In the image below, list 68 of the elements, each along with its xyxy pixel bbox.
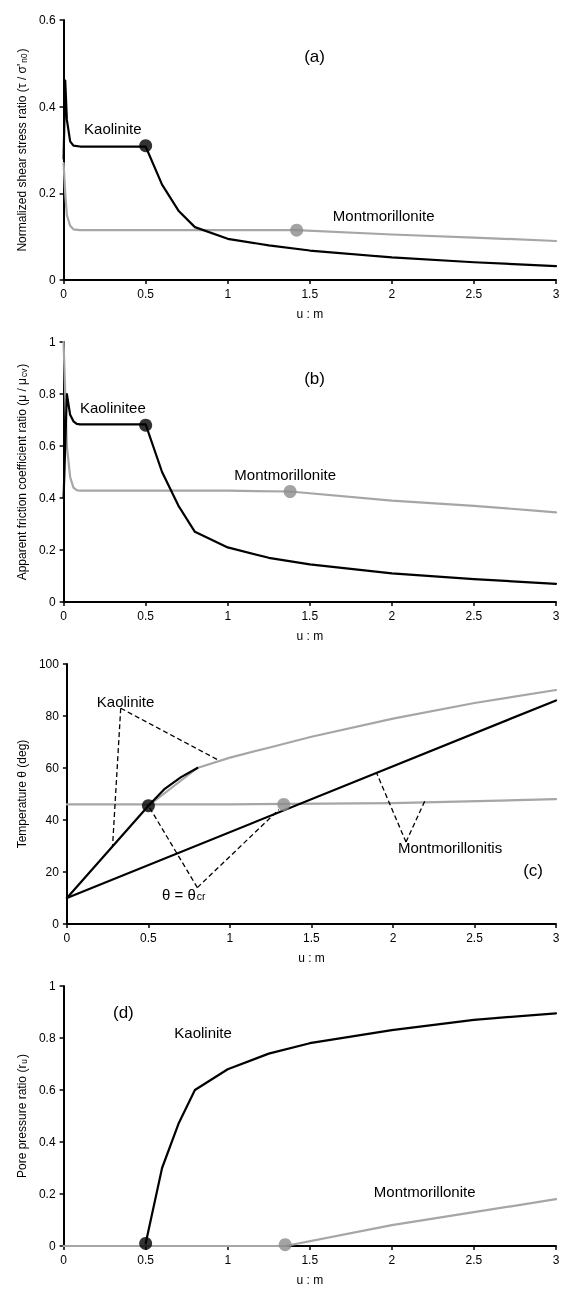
annotation: Montmorillonitis xyxy=(397,838,503,856)
x-tick-label: 2 xyxy=(388,609,396,623)
annotation: θ = θcr xyxy=(162,885,207,903)
x-tick-label: 2 xyxy=(388,1253,396,1267)
x-tick-label: 2.5 xyxy=(465,609,483,623)
y-tick-label: 1 xyxy=(48,979,56,993)
x-tick-label: 3 xyxy=(552,931,560,945)
y-tick-label: 0.6 xyxy=(38,1083,56,1097)
x-tick-label: 3 xyxy=(552,1253,560,1267)
y-axis-title: Normalized shear stress ratio (τ / σ'n0) xyxy=(15,48,29,252)
x-tick-label: 1.5 xyxy=(301,287,319,301)
annotation: Montmorillonite xyxy=(332,206,435,224)
y-tick-label: 0.2 xyxy=(38,1187,56,1201)
y-axis-title: Pore pressure ratio (ru) xyxy=(15,1053,29,1179)
x-tick-label: 2 xyxy=(389,931,397,945)
y-axis-title: Apparent friction coefficient ratio (μ / μcv) xyxy=(15,363,29,581)
x-tick-label: 1 xyxy=(224,287,232,301)
text: (c) xyxy=(523,861,544,880)
annotation: Kaolinite xyxy=(174,1024,232,1042)
x-axis-title: u : m xyxy=(296,629,324,643)
y-tick-label: 100 xyxy=(38,657,60,671)
y-tick-label: 80 xyxy=(45,709,60,723)
x-tick-label: 3 xyxy=(552,287,560,301)
y-axis-title: Temperature θ (deg) xyxy=(15,739,29,849)
annotation: Montmorillonite xyxy=(373,1182,476,1200)
y-tick-label: 40 xyxy=(45,813,60,827)
x-tick-label: 0.5 xyxy=(140,931,158,945)
y-tick-label: 0.4 xyxy=(38,491,56,505)
x-tick-label: 1 xyxy=(224,609,232,623)
x-axis-title: u : m xyxy=(296,1273,324,1287)
y-tick-label: 0 xyxy=(48,273,56,287)
x-tick-label: 1 xyxy=(226,931,234,945)
y-tick-label: 0.6 xyxy=(38,13,56,27)
x-tick-label: 1 xyxy=(224,1253,232,1267)
y-tick-label: 0.2 xyxy=(38,543,56,557)
x-tick-label: 0 xyxy=(63,931,71,945)
y-tick-label: 0 xyxy=(52,917,60,931)
x-tick-label: 0.5 xyxy=(137,287,155,301)
y-tick-label: 0 xyxy=(48,595,56,609)
x-tick-label: 0.5 xyxy=(137,1253,155,1267)
y-tick-label: 0.4 xyxy=(38,1135,56,1149)
y-tick-label: 1 xyxy=(48,335,56,349)
y-tick-label: 0.4 xyxy=(38,99,56,114)
y-tick-label: 0.6 xyxy=(38,439,56,453)
y-tick-label: 20 xyxy=(45,865,60,879)
x-tick-label: 2.5 xyxy=(465,1253,483,1267)
x-tick-label: 1.5 xyxy=(301,609,319,623)
text: (b) xyxy=(304,369,325,388)
y-tick-label: 0.8 xyxy=(38,387,56,401)
x-tick-label: 2.5 xyxy=(465,287,483,301)
annotation: Kaolinite xyxy=(96,693,155,711)
y-tick-label: 0 xyxy=(48,1239,56,1253)
x-tick-label: 0.5 xyxy=(137,609,155,623)
annotation: Kaolinite xyxy=(84,119,142,137)
x-axis-title: u : m xyxy=(298,951,325,965)
x-tick-label: 1.5 xyxy=(301,1253,319,1267)
text: (d) xyxy=(113,1003,134,1022)
text: (a) xyxy=(304,47,325,66)
y-tick-label: 0.2 xyxy=(38,186,56,201)
annotation: Kaolinitee xyxy=(79,398,146,416)
y-tick-label: 60 xyxy=(45,761,60,775)
x-tick-label: 2 xyxy=(388,287,396,301)
x-axis-title: u : m xyxy=(296,307,324,321)
x-tick-label: 2.5 xyxy=(466,931,484,945)
y-tick-label: 0.8 xyxy=(38,1031,56,1045)
annotation: Montmorillonite xyxy=(234,466,337,484)
x-tick-label: 3 xyxy=(552,609,560,623)
x-tick-label: 1.5 xyxy=(303,931,321,945)
